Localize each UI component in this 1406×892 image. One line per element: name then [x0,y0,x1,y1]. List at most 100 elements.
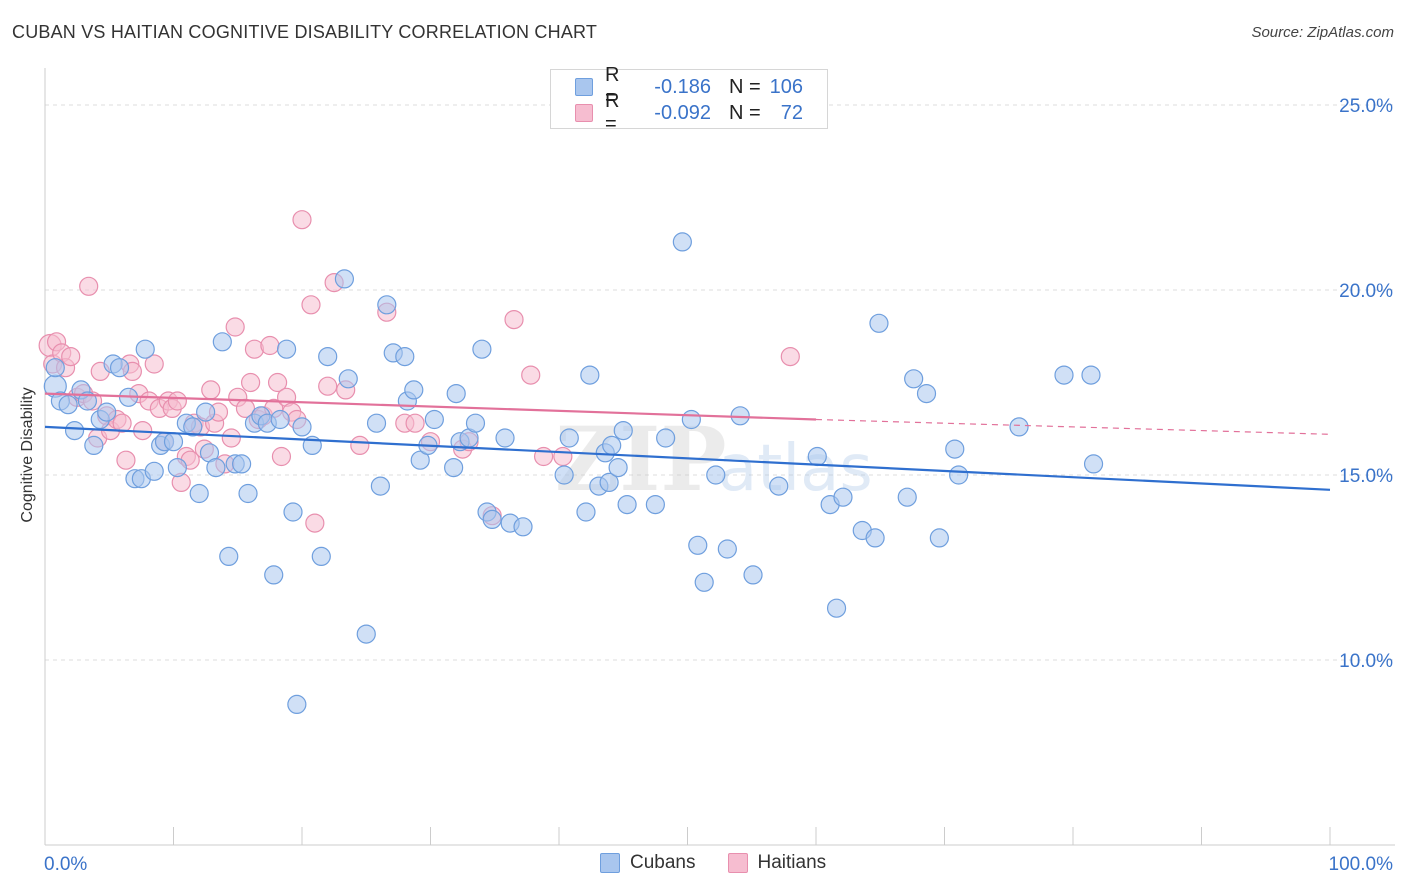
cubans-points [43,232,1104,715]
data-point [554,465,574,485]
data-point [318,347,338,367]
data-point [617,495,637,515]
y-tick-label: 15.0% [1339,466,1393,487]
data-point [645,495,665,515]
n-value: 72 [780,101,803,124]
data-point [311,546,331,567]
x-tick-label: 100.0% [1329,854,1394,875]
haitians-trend-line [44,392,817,421]
data-point [1054,365,1074,385]
data-point [949,465,969,485]
data-point [377,295,397,315]
data-point [163,432,184,452]
n-value: 106 [769,75,803,98]
data-point [504,310,524,330]
r-value: -0.092 [654,101,711,124]
trend-lines [44,392,1331,491]
r-label: R = [605,90,620,135]
legend-item-cubans: Cubans [600,852,696,874]
data-point [196,402,216,422]
data-point [904,369,924,389]
data-point [576,502,596,522]
y-tick-label: 25.0% [1339,96,1393,117]
cubans-trend-line [44,425,1331,491]
tick-labels: 10.0% 15.0% 20.0% 25.0% 0.0% 100.0% [44,96,1393,875]
data-point [706,465,726,485]
data-point [64,421,85,441]
data-point [356,624,376,644]
data-point [694,572,714,592]
data-point [865,528,885,548]
data-point [45,358,65,378]
data-point [201,380,221,400]
source-credit: Source: ZipAtlas.com [1251,24,1394,41]
data-point [334,269,355,289]
n-label: N = [729,101,761,124]
data-point [135,339,155,359]
data-point [424,409,444,430]
data-point [167,391,187,411]
legend-row-haitians: R = -0.092 N = 72 [575,90,803,135]
series-legend: Cubans Haitians [600,852,858,874]
data-point [144,354,164,374]
data-point [1081,365,1101,385]
data-point [61,347,81,367]
data-point [807,446,827,467]
data-point [292,210,312,230]
data-point [743,565,763,585]
r-value: -0.186 [654,75,711,98]
data-point [79,276,99,296]
data-point [495,428,515,448]
data-point [84,435,104,455]
data-point [167,458,187,478]
legend-label-cubans: Cubans [630,852,696,873]
data-point [513,517,533,537]
data-point [602,435,622,455]
x-tick-label: 0.0% [44,854,87,875]
data-point [301,295,321,315]
data-point [472,339,492,359]
data-point [219,546,239,567]
data-point [212,332,232,352]
y-tick-label: 10.0% [1339,651,1393,672]
data-point [271,446,292,467]
data-point [656,428,676,448]
data-point [270,409,290,430]
data-point [521,365,541,385]
data-point [613,421,633,441]
cubans-swatch [575,78,593,96]
data-point [945,439,965,459]
data-point [405,413,425,433]
data-point [833,487,853,507]
data-point [465,413,486,433]
data-point [318,376,338,396]
cubans-swatch [600,853,620,873]
data-point [287,694,307,715]
data-point [338,369,358,389]
data-point [929,528,949,548]
data-point [599,472,619,492]
data-point [444,458,464,478]
data-point [366,413,387,433]
data-point [869,313,889,333]
haitians-trend-extension [815,418,1331,435]
data-point [238,483,258,504]
legend-row-cubans: R = -0.186 N = 106 [575,64,803,109]
y-tick-label: 20.0% [1339,281,1393,302]
data-point [688,535,708,555]
data-point [350,435,370,455]
legend-item-haitians: Haitians [727,852,827,874]
data-point [267,372,288,393]
data-point [553,446,573,467]
legend-label-haitians: Haitians [757,852,827,873]
data-point [446,384,466,404]
data-point [112,413,132,433]
data-point [206,458,226,478]
haitians-swatch [727,853,748,873]
r-label: R = [605,64,620,109]
haitians-swatch [575,104,593,122]
chart-title: CUBAN VS HAITIAN COGNITIVE DISABILITY CO… [12,22,598,42]
data-point [482,509,502,530]
data-point [283,502,303,522]
data-point [77,391,98,411]
